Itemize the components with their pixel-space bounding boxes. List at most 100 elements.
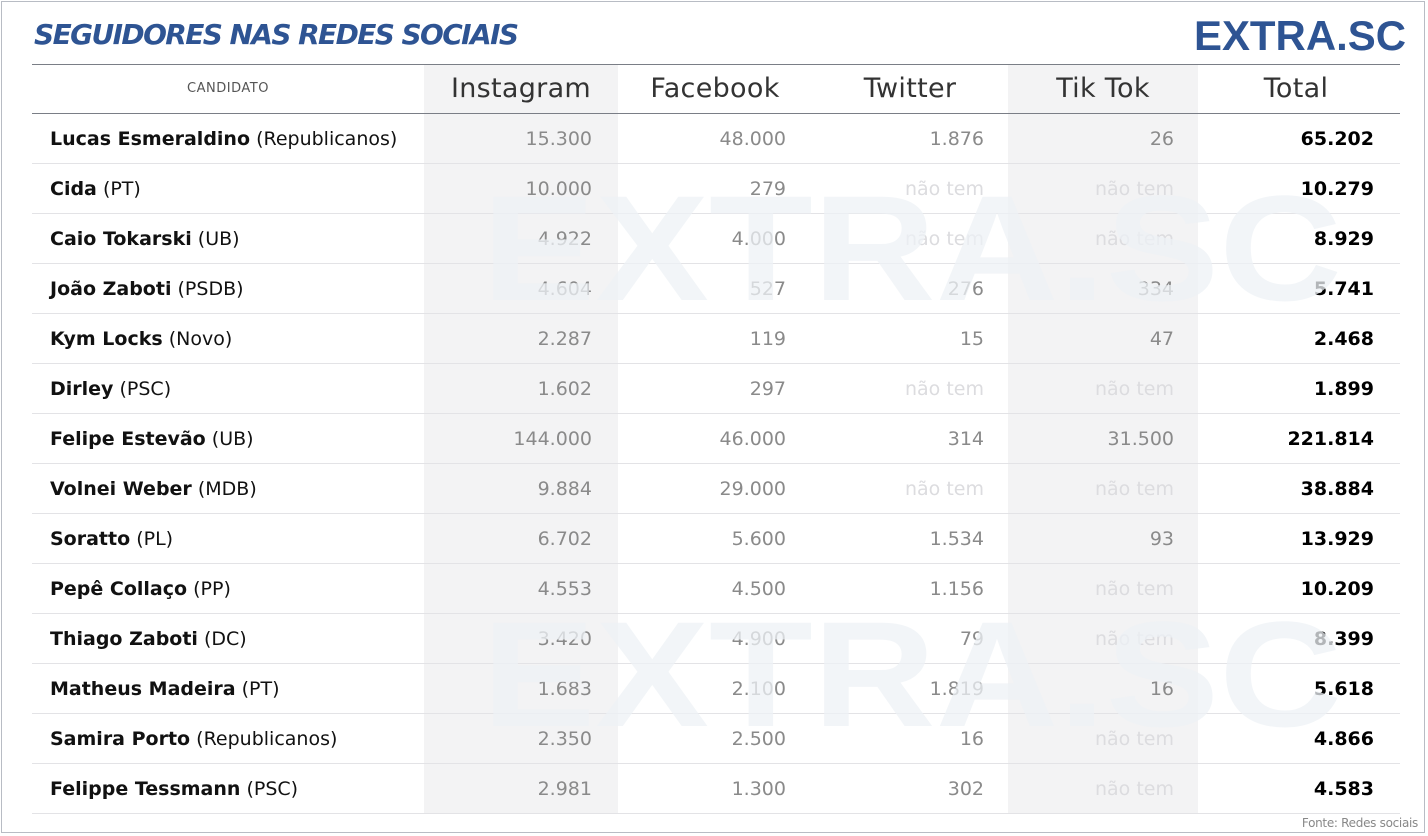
candidate-party: (Novo)	[168, 328, 233, 350]
facebook-value: 4.900	[731, 628, 786, 650]
twitter-value: 1.156	[929, 578, 984, 600]
candidate-cell: Cida (PT)	[50, 164, 141, 214]
candidate-name: Pepê Collaço	[50, 578, 188, 600]
table-row: Dirley (PSC) 1.602 297 não tem não tem 1.899	[32, 364, 1400, 414]
header-twitter: Twitter	[863, 73, 957, 104]
candidate-party: (Republicanos)	[196, 728, 338, 750]
logo-text: EXTRA.SC	[1194, 14, 1406, 56]
total-value: 8.399	[1313, 628, 1374, 650]
twitter-value: 302	[947, 778, 984, 800]
tiktok-value: não tem	[1095, 628, 1174, 650]
facebook-value: 5.600	[731, 528, 786, 550]
instagram-value: 1.602	[537, 378, 592, 400]
candidate-cell: Pepê Collaço (PP)	[50, 564, 231, 614]
total-value: 4.583	[1313, 778, 1374, 800]
candidate-name: Thiago Zaboti	[50, 628, 198, 650]
candidate-cell: Soratto (PL)	[50, 514, 173, 564]
instagram-value: 2.350	[537, 728, 592, 750]
candidate-name: Felipe Estevão	[50, 428, 206, 450]
twitter-value: 276	[947, 278, 984, 300]
table-row: Felippe Tessmann (PSC) 2.981 1.300 302 não t…	[32, 764, 1400, 814]
instagram-value: 2.981	[537, 778, 592, 800]
header-instagram: Instagram	[450, 73, 592, 104]
total-value: 4.866	[1313, 728, 1374, 750]
table-row: Thiago Zaboti (DC) 3.420 4.900 79 não tem 8.3…	[32, 614, 1400, 664]
facebook-value: 29.000	[719, 478, 786, 500]
followers-table: CANDIDATO Instagram Facebook Twitter Tik…	[32, 64, 1400, 814]
facebook-value: 46.000	[719, 428, 786, 450]
twitter-value: 1.534	[929, 528, 984, 550]
candidate-name: Lucas Esmeraldino	[50, 128, 251, 150]
candidate-cell: Volnei Weber (MDB)	[50, 464, 257, 514]
tiktok-value: não tem	[1095, 228, 1174, 250]
facebook-value: 4.000	[731, 228, 786, 250]
candidate-party: (DC)	[203, 628, 247, 650]
table-row: Kym Locks (Novo) 2.287 119 15 47 2.468	[32, 314, 1400, 364]
table-row: Samira Porto (Republicanos) 2.350 2.500 16 n…	[32, 714, 1400, 764]
facebook-value: 279	[749, 178, 786, 200]
candidate-cell: Felippe Tessmann (PSC)	[50, 764, 298, 814]
chart-title: SEGUIDORES NAS REDES SOCIAIS	[34, 18, 519, 51]
table-row: Caio Tokarski (UB) 4.922 4.000 não tem não t…	[32, 214, 1400, 264]
total-value: 5.618	[1313, 678, 1374, 700]
header-total: Total	[1263, 73, 1329, 104]
candidate-name: Samira Porto	[50, 728, 191, 750]
candidate-cell: Lucas Esmeraldino (Republicanos)	[50, 114, 397, 164]
table-row: Soratto (PL) 6.702 5.600 1.534 93 13.929	[32, 514, 1400, 564]
total-value: 10.279	[1300, 178, 1374, 200]
header-tiktok: Tik Tok	[1056, 73, 1150, 104]
facebook-value: 48.000	[719, 128, 786, 150]
total-value: 13.929	[1300, 528, 1374, 550]
twitter-value: não tem	[905, 178, 984, 200]
instagram-column-band	[424, 64, 618, 814]
instagram-value: 3.420	[537, 628, 592, 650]
instagram-value: 4.604	[537, 278, 592, 300]
table-row: Pepê Collaço (PP) 4.553 4.500 1.156 não tem 1…	[32, 564, 1400, 614]
tiktok-value: 93	[1149, 528, 1174, 550]
candidate-name: Caio Tokarski	[50, 228, 192, 250]
candidate-cell: Matheus Madeira (PT)	[50, 664, 280, 714]
twitter-value: 79	[959, 628, 984, 650]
candidate-cell: Kym Locks (Novo)	[50, 314, 232, 364]
candidate-cell: João Zaboti (PSDB)	[50, 264, 244, 314]
instagram-value: 6.702	[537, 528, 592, 550]
tiktok-value: não tem	[1095, 378, 1174, 400]
source-note: Fonte: Redes sociais	[1301, 816, 1418, 830]
tiktok-value: 31.500	[1107, 428, 1174, 450]
candidate-party: (PSC)	[246, 778, 299, 800]
extra-sc-logo: EXTRA.SC	[1194, 14, 1406, 56]
twitter-value: 15	[959, 328, 984, 350]
candidate-party: (PT)	[241, 678, 280, 700]
tiktok-value: não tem	[1095, 578, 1174, 600]
table-row: Lucas Esmeraldino (Republicanos) 15.300 48…	[32, 114, 1400, 164]
total-value: 10.209	[1300, 578, 1374, 600]
total-value: 5.741	[1313, 278, 1374, 300]
table-row: Cida (PT) 10.000 279 não tem não tem 10.279	[32, 164, 1400, 214]
candidate-name: Soratto	[50, 528, 131, 550]
candidate-name: Kym Locks	[50, 328, 163, 350]
candidate-party: (Republicanos)	[256, 128, 398, 150]
facebook-value: 527	[749, 278, 786, 300]
tiktok-value: 334	[1137, 278, 1174, 300]
instagram-value: 15.300	[525, 128, 592, 150]
total-value: 221.814	[1287, 428, 1374, 450]
instagram-value: 4.553	[537, 578, 592, 600]
twitter-value: não tem	[905, 378, 984, 400]
header-candidato: CANDIDATO	[187, 81, 269, 96]
candidate-party: (UB)	[197, 228, 240, 250]
candidate-party: (MDB)	[197, 478, 257, 500]
twitter-value: 1.876	[929, 128, 984, 150]
tiktok-value: não tem	[1095, 178, 1174, 200]
candidate-party: (PSC)	[119, 378, 172, 400]
total-value: 8.929	[1313, 228, 1374, 250]
twitter-value: 1.819	[929, 678, 984, 700]
facebook-value: 1.300	[731, 778, 786, 800]
table-header: CANDIDATO Instagram Facebook Twitter Tik…	[32, 64, 1400, 114]
header-facebook: Facebook	[650, 73, 780, 104]
facebook-value: 4.500	[731, 578, 786, 600]
instagram-value: 2.287	[537, 328, 592, 350]
candidate-cell: Felipe Estevão (UB)	[50, 414, 254, 464]
twitter-value: não tem	[905, 478, 984, 500]
tiktok-value: não tem	[1095, 778, 1174, 800]
